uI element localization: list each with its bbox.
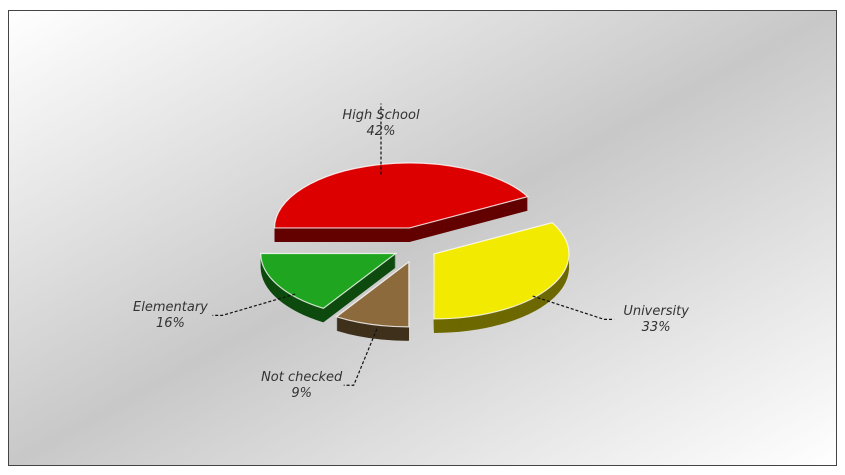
slice-value-label: 42% xyxy=(367,124,396,139)
slice-label: University xyxy=(623,304,689,319)
slice-value-label: 33% xyxy=(642,320,671,335)
slice-label: Elementary xyxy=(133,300,208,315)
slice xyxy=(273,162,530,229)
slice-label: Not checked xyxy=(261,370,343,385)
slice-value-label: 9% xyxy=(291,386,312,401)
slice-value-label: 16% xyxy=(156,316,185,331)
slice-label: High School xyxy=(342,108,420,123)
slice xyxy=(433,221,570,320)
leader-line xyxy=(343,328,378,386)
slice xyxy=(335,260,410,328)
leader-line xyxy=(532,295,615,320)
leader-line xyxy=(212,293,296,316)
